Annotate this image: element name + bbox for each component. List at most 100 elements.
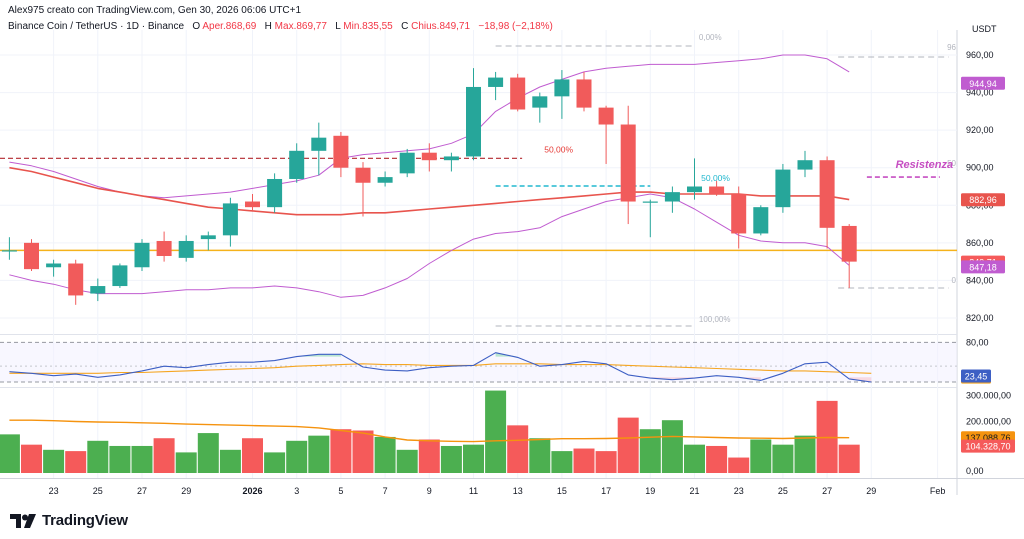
time-tick-label: 25 [778, 486, 788, 496]
candle [1, 237, 17, 260]
candle-body [642, 201, 658, 203]
candle-body [797, 160, 813, 170]
rsi-badge [961, 369, 991, 383]
low-value: Min.835,55 [343, 21, 393, 32]
volume-badge [961, 439, 1015, 453]
volume-bar [308, 435, 330, 473]
volume-bar [175, 452, 197, 473]
fib-0-label: 0,00% [699, 33, 722, 42]
volume-bar [197, 433, 219, 473]
candle-body [156, 240, 172, 256]
volume-badge-label: 104.328,70 [965, 442, 1010, 452]
candle-body [532, 96, 548, 108]
close-value: Chius.849,71 [411, 21, 471, 32]
volume-bar [330, 429, 352, 473]
candle [245, 194, 260, 211]
candle-body [90, 286, 106, 294]
candle [709, 180, 725, 196]
high-label: H [264, 21, 272, 32]
open-value: Aper.868,69 [202, 21, 257, 32]
candle-body [68, 263, 84, 296]
volume-ma-line [9, 419, 850, 443]
candle-body [222, 203, 238, 236]
low-label: L [335, 21, 341, 32]
volume-bar [440, 445, 462, 473]
volume-bar [772, 444, 794, 473]
volume-bar [661, 420, 683, 473]
candle-body [178, 240, 194, 258]
tradingview-logo-icon [10, 513, 36, 528]
candle [377, 171, 393, 187]
volume-bar [617, 417, 639, 473]
candle [333, 132, 349, 178]
candle [466, 68, 481, 161]
fib-right-label: 96 [947, 43, 956, 52]
candle [731, 186, 747, 249]
candle-body [377, 177, 393, 183]
currency-label: USDT [972, 24, 997, 34]
candle [598, 105, 614, 164]
volume-bar [485, 390, 507, 473]
candle-body [731, 194, 747, 234]
candle [620, 105, 636, 225]
price-tick-label: 840,00 [966, 275, 994, 285]
candle-body [200, 235, 216, 240]
symbol-info-line: Binance Coin / TetherUS · 1D · Binance O… [8, 21, 553, 32]
candle-body [267, 178, 283, 208]
fib-50-mid-label: 50,00% [701, 173, 730, 183]
candle [222, 197, 238, 247]
tradingview-brand[interactable]: TradingView [10, 512, 128, 529]
price-tick-label: 960,00 [966, 50, 994, 60]
price-tick-label: 820,00 [966, 313, 994, 323]
volume-bar [21, 444, 42, 473]
candle-body [245, 201, 260, 208]
candle [687, 158, 702, 200]
author-line: Alex975 creato con TradingView.com, Gen … [8, 5, 302, 16]
candle-body [576, 79, 592, 108]
volume-badge-label: 137.088,76 [965, 433, 1010, 443]
price-tick-label: 920,00 [966, 125, 994, 135]
candle-body [333, 135, 349, 168]
candle-body [399, 152, 415, 174]
rsi-line [9, 352, 872, 383]
volume-tick-label: 0,00 [966, 466, 984, 476]
time-tick-label: 13 [513, 486, 523, 496]
time-tick-label: 29 [181, 486, 191, 496]
candle [267, 173, 283, 213]
tradingview-wordmark: TradingView [42, 512, 128, 529]
volume-tick-label: 300.000,00 [966, 391, 1011, 401]
time-tick-label: 27 [822, 486, 832, 496]
candle-body [775, 169, 791, 208]
volume-bar [153, 438, 175, 473]
volume-bar [838, 444, 860, 473]
candle [355, 162, 371, 217]
candle-body [134, 242, 150, 268]
candle [554, 70, 570, 119]
time-tick-label: 19 [645, 486, 655, 496]
resistance-label: Resistenza [896, 159, 953, 171]
time-tick-label: 11 [469, 486, 478, 496]
candle-body [24, 242, 39, 270]
symbol-name[interactable]: Binance Coin / TetherUS · 1D · Binance [8, 21, 185, 32]
price-badge-label: 882,96 [969, 195, 997, 205]
time-tick-label: 25 [93, 486, 103, 496]
candle [399, 148, 415, 178]
time-tick-label: 7 [383, 486, 388, 496]
time-tick-label: 23 [49, 486, 59, 496]
candle [576, 71, 592, 112]
candle-body [311, 137, 327, 151]
rsi-tick-label: 80,00 [966, 337, 989, 347]
candle [488, 71, 504, 101]
volume-bar [728, 457, 750, 473]
volume-bar [418, 439, 440, 473]
candle [775, 163, 791, 213]
volume-bar [639, 429, 661, 473]
volume-bar [684, 444, 705, 473]
candle [642, 199, 658, 238]
candle-body [709, 186, 725, 195]
volume-bar [43, 449, 65, 473]
candle [841, 224, 857, 288]
candle [664, 186, 680, 213]
candle [289, 143, 305, 183]
